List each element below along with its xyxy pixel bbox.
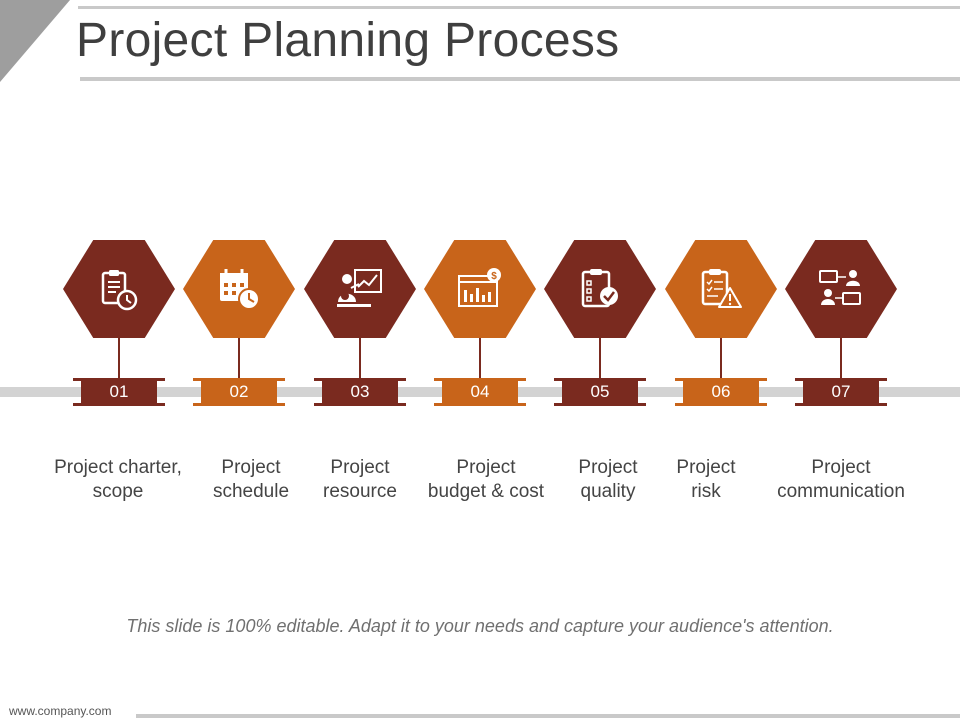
step-1-label: Project charter, scope xyxy=(54,457,182,502)
step-6-label: Project risk xyxy=(676,457,736,502)
step-7-connector xyxy=(840,338,842,378)
step-5-hexagon xyxy=(544,240,656,338)
step-5-label: Project quality xyxy=(578,457,638,502)
step-5-badge: 05 xyxy=(554,378,646,406)
step-2-hexagon xyxy=(183,240,295,338)
process-step-6: 06 xyxy=(665,240,777,500)
step-7-badge: 07 xyxy=(795,378,887,406)
step-1-number: 01 xyxy=(81,378,157,406)
process-step-1: 01 xyxy=(63,240,175,500)
process-step-2: 02 xyxy=(183,240,295,500)
top-rule xyxy=(78,6,960,9)
clipboard-clock-icon xyxy=(101,270,138,311)
step-5-number: 05 xyxy=(562,378,638,406)
corner-triangle-decoration xyxy=(0,0,70,82)
step-4-hexagon: $ xyxy=(424,240,536,338)
process-step-7: 07 xyxy=(785,240,897,500)
step-4-number: 04 xyxy=(442,378,518,406)
step-2-number: 02 xyxy=(201,378,277,406)
step-3-connector xyxy=(359,338,361,378)
step-1-badge: 01 xyxy=(73,378,165,406)
step-4-badge: 04 xyxy=(434,378,526,406)
title-underline xyxy=(80,77,960,81)
step-4-label: Project budget & cost xyxy=(427,457,545,502)
step-1-hexagon xyxy=(63,240,175,338)
svg-text:$: $ xyxy=(491,271,497,282)
slide-title: Project Planning Process xyxy=(76,14,620,67)
process-step-5: 05 xyxy=(544,240,656,500)
people-conversation-icon xyxy=(819,270,861,305)
step-7-number: 07 xyxy=(803,378,879,406)
step-6-badge: 06 xyxy=(675,378,767,406)
process-step-4: $ 04 xyxy=(424,240,536,500)
step-4-connector xyxy=(479,338,481,378)
process-step-3: 03 xyxy=(304,240,416,500)
browser-budget-chart-icon: $ xyxy=(458,268,501,307)
step-2-badge: 02 xyxy=(193,378,285,406)
step-5-connector xyxy=(599,338,601,378)
presenter-chart-icon xyxy=(337,269,382,307)
step-6-hexagon xyxy=(665,240,777,338)
step-3-label: Project resource xyxy=(323,457,397,502)
step-7-hexagon xyxy=(785,240,897,338)
step-6-connector xyxy=(720,338,722,378)
step-2-connector xyxy=(238,338,240,378)
company-url: www.company.com xyxy=(9,704,112,718)
step-3-badge: 03 xyxy=(314,378,406,406)
checklist-approved-icon xyxy=(581,269,618,308)
calendar-clock-icon xyxy=(220,269,260,310)
step-2-label: Project schedule xyxy=(212,457,290,502)
step-7-label: Project communication xyxy=(777,457,905,502)
editable-note: This slide is 100% editable. Adapt it to… xyxy=(126,616,834,636)
step-3-number: 03 xyxy=(322,378,398,406)
step-3-hexagon xyxy=(304,240,416,338)
bottom-rule xyxy=(136,714,960,718)
step-6-number: 06 xyxy=(683,378,759,406)
checklist-warning-icon xyxy=(701,269,742,308)
step-1-connector xyxy=(118,338,120,378)
